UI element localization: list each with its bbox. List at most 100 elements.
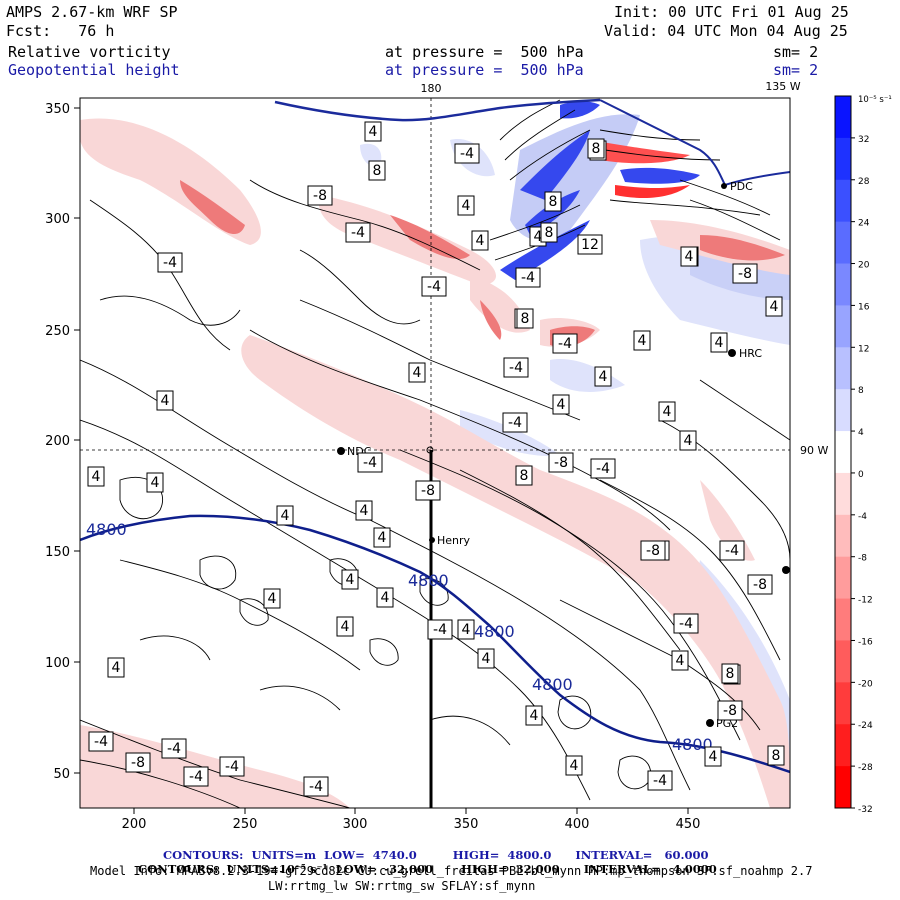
vorticity-label-box [368,160,386,181]
vorticity-label: 4 [684,433,693,449]
vorticity-label: 4 [112,660,121,676]
vorticity-label-box [471,230,489,251]
height-label: 4800 [474,622,515,641]
vorticity-label: -8 [131,755,145,771]
height-label: 4800 [672,735,713,754]
vorticity-label-box [516,308,534,329]
station-marker [426,446,434,454]
vorticity-label: 8 [772,748,781,764]
x-axis-labels: 200 250 300 350 400 450 [122,817,701,832]
vorticity-label-box [765,296,783,317]
vorticity-label: 8 [520,468,529,484]
colorbar-tick-label: 8 [858,386,864,396]
vorticity-label: -8 [753,577,767,593]
field2-smoothing: sm= 2 [773,61,819,79]
vorticity-label: 4 [92,469,101,485]
vorticity-label-box [336,616,354,637]
height-contour-4800 [80,514,790,774]
vorticity-label: -4 [508,415,522,431]
vorticity-label: -4 [558,336,572,352]
colorbar-frame [834,95,852,809]
vorticity-label: 4 [346,572,355,588]
y-tick-label: 350 [45,102,70,117]
vorticity-label: -8 [421,483,435,499]
vorticity-label-box [719,540,745,561]
vorticity-label-box [747,574,773,595]
vorticity-label-box [577,234,603,255]
vorticity-label: 4 [638,333,647,349]
vorticity-label-box [640,540,666,561]
colorbar-segment [835,179,851,223]
colorbar-tick-label: 32 [858,135,869,145]
vorticity-label: 4 [341,619,350,635]
vorticity-label: 4 [557,397,566,413]
y-tick-label: 300 [45,212,70,227]
station-dot [782,566,790,574]
colorbar-tick-label: -32 [858,805,873,815]
colorbar-segment [835,514,851,558]
vorticity-label: 8 [592,141,601,157]
x-tick-label: 200 [122,817,147,832]
vorticity-label: -4 [433,622,447,638]
colorbar-tick-label: 24 [858,219,870,229]
vorticity-label-box [721,663,739,684]
colorbar-segment [835,347,851,390]
colorbar-segment [835,598,851,641]
vorticity-label: -4 [679,616,693,632]
vorticity-label: -4 [653,773,667,789]
vorticity-label: -4 [725,543,739,559]
vorticity-label-box [477,648,495,669]
vorticity-label: -4 [363,455,377,471]
vorticity-label: 4 [770,299,779,315]
vorticity-label-box [717,700,743,721]
vorticity-label: 8 [726,666,735,682]
vorticity-label: -8 [723,703,737,719]
footer-high: HIGH= 32.000 [461,862,560,876]
meridian-label-180: 180 [421,82,442,95]
station-dot [429,537,435,543]
vorticity-label-box [364,121,382,142]
meridian-label-135w: 135 W [765,80,800,93]
vorticity-label: 4 [151,475,160,491]
station-dot [706,719,714,727]
vorticity-label: 4 [462,198,471,214]
vorticity-label: 8 [521,311,530,327]
colorbar-segment [835,472,851,516]
physics-info: LW:rrtmg_lw SW:rrtmg_sw SFLAY:sf_mynn [268,879,536,893]
colorbar-tick-label: -16 [858,637,873,647]
vorticity-label-box [341,569,359,590]
vorticity-label-box [457,619,475,640]
coastline-east [599,99,790,187]
y-tick-label: 200 [45,434,70,449]
vorticity-label: 4 [715,335,724,351]
x-tick-label: 300 [343,817,368,832]
vorticity-label: -4 [596,461,610,477]
height-contour-info: CONTOURS: UNITS=m LOW= 4740.0 HIGH= 4800… [155,836,708,862]
grid-labels: 180 135 W 90 W [421,80,829,457]
colorbar-tick-label: -20 [858,679,873,689]
vorticity-label-box [219,756,245,777]
vorticity-label-box [157,252,183,273]
vorticity-label-box [415,480,441,501]
footer-label: CONTOURS: [138,862,219,876]
axis-ticks [74,107,689,814]
x-tick-label: 350 [454,817,479,832]
colorbar-tick-label: -24 [858,721,873,731]
vorticity-label: -4 [509,360,523,376]
vorticity-label: -4 [521,270,535,286]
colorbar-segment [835,96,851,139]
vorticity-label: -4 [427,279,441,295]
vorticity-label-box [161,738,187,759]
vorticity-contour-labels: 4848484848444444444444448844884444444481… [87,121,785,797]
y-axis-labels: 50 100 150 200 250 300 350 [45,102,70,782]
vorticity-label: 12 [581,237,599,253]
footer-units: UNITS=m [251,848,317,862]
vorticity-label: 4 [413,365,422,381]
vorticity-label-box [594,366,612,387]
vorticity-label-box [276,505,294,526]
colorbar-tick-label: -28 [858,763,873,773]
vorticity-label-box [345,222,371,243]
footer-low: LOW= -32.000 [335,862,434,876]
colorbar-tick-label: -12 [858,596,873,606]
vorticity-label-box [457,195,475,216]
